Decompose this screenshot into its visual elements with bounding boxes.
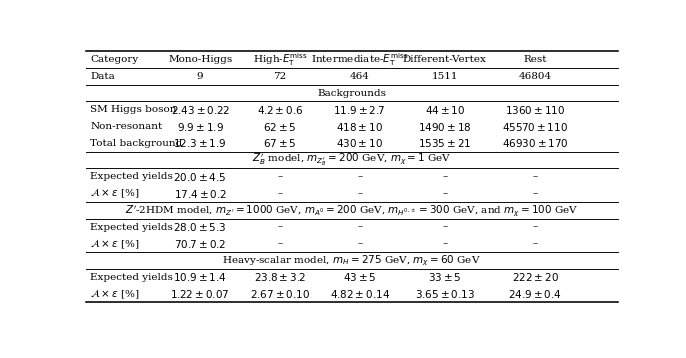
Text: $9.9 \pm 1.9$: $9.9 \pm 1.9$ <box>176 121 224 132</box>
Text: $Z^{\prime}$-2HDM model, $m_{Z^{\prime}} = 1000$ GeV, $m_{A^{0}} = 200$ GeV, $m_: $Z^{\prime}$-2HDM model, $m_{Z^{\prime}}… <box>125 203 578 218</box>
Text: $11.9 \pm 2.7$: $11.9 \pm 2.7$ <box>333 104 386 116</box>
Text: –: – <box>442 172 447 182</box>
Text: $4.2 \pm 0.6$: $4.2 \pm 0.6$ <box>257 104 303 116</box>
Text: $1490 \pm 18$: $1490 \pm 18$ <box>418 121 471 132</box>
Text: –: – <box>532 172 538 182</box>
Text: 72: 72 <box>273 72 287 81</box>
Text: Different-Vertex: Different-Vertex <box>403 55 486 64</box>
Text: $44 \pm 10$: $44 \pm 10$ <box>425 104 465 116</box>
Text: $2.67 \pm 0.10$: $2.67 \pm 0.10$ <box>250 288 310 300</box>
Text: –: – <box>357 223 362 232</box>
Text: $24.9 \pm 0.4$: $24.9 \pm 0.4$ <box>508 288 562 300</box>
Text: Non-resonant: Non-resonant <box>90 122 162 131</box>
Text: 464: 464 <box>350 72 370 81</box>
Text: –: – <box>277 189 283 198</box>
Text: –: – <box>532 223 538 232</box>
Text: $12.3 \pm 1.9$: $12.3 \pm 1.9$ <box>174 137 227 149</box>
Text: 1511: 1511 <box>431 72 458 81</box>
Text: Total background: Total background <box>90 139 182 148</box>
Text: $2.43 \pm 0.22$: $2.43 \pm 0.22$ <box>170 104 230 116</box>
Text: $\mathcal{A}\times\epsilon$ [%]: $\mathcal{A}\times\epsilon$ [%] <box>90 237 140 251</box>
Text: $70.7 \pm 0.2$: $70.7 \pm 0.2$ <box>174 238 226 250</box>
Text: Mono-Higgs: Mono-Higgs <box>168 55 232 64</box>
Text: –: – <box>442 223 447 232</box>
Text: SM Higgs boson: SM Higgs boson <box>90 105 176 114</box>
Text: Backgrounds: Backgrounds <box>317 88 386 98</box>
Text: $10.9 \pm 1.4$: $10.9 \pm 1.4$ <box>173 271 227 283</box>
Text: $222 \pm 20$: $222 \pm 20$ <box>512 271 558 283</box>
Text: –: – <box>532 189 538 198</box>
Text: –: – <box>357 172 362 182</box>
Text: High-$E_{\mathrm{T}}^{\mathrm{miss}}$: High-$E_{\mathrm{T}}^{\mathrm{miss}}$ <box>252 51 307 68</box>
Text: $Z^{\prime}_{B}$ model, $m_{Z^{\prime}_{B}} = 200$ GeV, $m_{\chi} = 1$ GeV: $Z^{\prime}_{B}$ model, $m_{Z^{\prime}_{… <box>252 152 451 168</box>
Text: $20.0 \pm 4.5$: $20.0 \pm 4.5$ <box>174 171 227 183</box>
Text: Intermediate-$E_{\mathrm{T}}^{\mathrm{miss}}$: Intermediate-$E_{\mathrm{T}}^{\mathrm{mi… <box>311 51 408 68</box>
Text: –: – <box>442 189 447 198</box>
Text: $67 \pm 5$: $67 \pm 5$ <box>263 137 296 149</box>
Text: $17.4 \pm 0.2$: $17.4 \pm 0.2$ <box>174 188 226 200</box>
Text: $4.82 \pm 0.14$: $4.82 \pm 0.14$ <box>329 288 390 300</box>
Text: $418 \pm 10$: $418 \pm 10$ <box>336 121 383 132</box>
Text: $46930 \pm 170$: $46930 \pm 170$ <box>501 137 569 149</box>
Text: –: – <box>532 240 538 248</box>
Text: $\mathcal{A}\times\epsilon$ [%]: $\mathcal{A}\times\epsilon$ [%] <box>90 287 140 301</box>
Text: Expected yields: Expected yields <box>90 273 173 282</box>
Text: Data: Data <box>90 72 115 81</box>
Text: –: – <box>277 223 283 232</box>
Text: $28.0 \pm 5.3$: $28.0 \pm 5.3$ <box>174 221 227 233</box>
Text: –: – <box>277 172 283 182</box>
Text: Heavy-scalar model, $m_{H} = 275$ GeV, $m_{\chi} = 60$ GeV: Heavy-scalar model, $m_{H} = 275$ GeV, $… <box>222 253 481 268</box>
Text: $1535 \pm 21$: $1535 \pm 21$ <box>418 137 471 149</box>
Text: $\mathcal{A}\times\epsilon$ [%]: $\mathcal{A}\times\epsilon$ [%] <box>90 187 140 200</box>
Text: $3.65 \pm 0.13$: $3.65 \pm 0.13$ <box>414 288 475 300</box>
Text: –: – <box>357 189 362 198</box>
Text: $43 \pm 5$: $43 \pm 5$ <box>343 271 377 283</box>
Text: 46804: 46804 <box>519 72 552 81</box>
Text: 9: 9 <box>197 72 203 81</box>
Text: $1360 \pm 110$: $1360 \pm 110$ <box>505 104 565 116</box>
Text: –: – <box>357 240 362 248</box>
Text: $62 \pm 5$: $62 \pm 5$ <box>263 121 296 132</box>
Text: –: – <box>442 240 447 248</box>
Text: $430 \pm 10$: $430 \pm 10$ <box>336 137 383 149</box>
Text: $33 \pm 5$: $33 \pm 5$ <box>428 271 462 283</box>
Text: $45570 \pm 110$: $45570 \pm 110$ <box>502 121 568 132</box>
Text: Expected yields: Expected yields <box>90 223 173 232</box>
Text: $23.8 \pm 3.2$: $23.8 \pm 3.2$ <box>254 271 306 283</box>
Text: Category: Category <box>90 55 138 64</box>
Text: Rest: Rest <box>523 55 547 64</box>
Text: $1.22 \pm 0.07$: $1.22 \pm 0.07$ <box>170 288 230 300</box>
Text: Expected yields: Expected yields <box>90 172 173 182</box>
Text: –: – <box>277 240 283 248</box>
